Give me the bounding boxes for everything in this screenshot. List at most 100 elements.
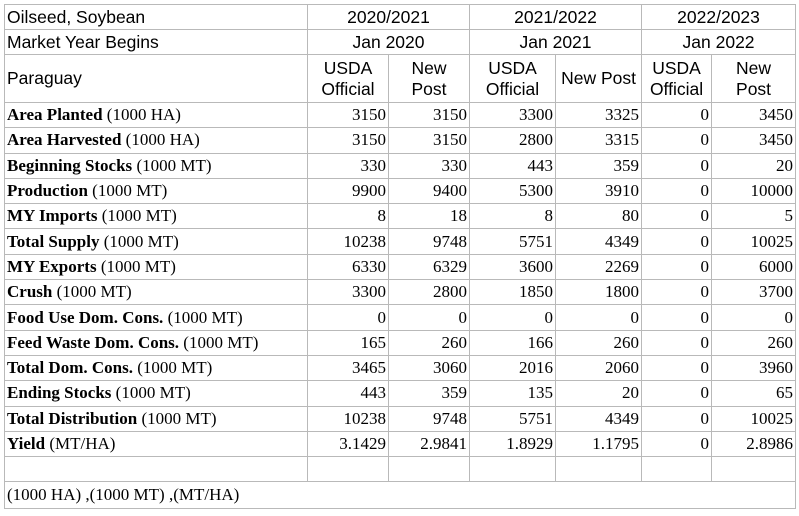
value-cell: 330	[307, 152, 389, 179]
country-label: Paraguay	[4, 54, 308, 103]
blank-cell	[711, 456, 797, 483]
row-label-name: Food Use Dom. Cons.	[7, 307, 164, 327]
row-label: Area Harvested (1000 HA)	[4, 127, 308, 154]
value-cell: 260	[555, 329, 643, 356]
value-cell: 3300	[307, 279, 389, 306]
row-label-unit: (1000 MT)	[137, 408, 217, 428]
row-label: Ending Stocks (1000 MT)	[4, 380, 308, 407]
row-label-unit: (1000 MT)	[132, 358, 213, 378]
col-usda-line2: Official	[321, 78, 375, 99]
col-new-post: New Post	[387, 54, 471, 103]
commodity-title: Oilseed, Soybean	[4, 4, 308, 30]
row-label-unit: (1000 MT)	[52, 282, 132, 302]
value-cell: 443	[307, 380, 389, 407]
value-cell: 6000	[711, 253, 797, 281]
value-cell: 6329	[387, 253, 471, 281]
value-cell: 1.8929	[469, 430, 557, 458]
value-cell: 10238	[307, 228, 389, 255]
col-usda-official: USDA Official	[469, 54, 557, 103]
value-cell: 0	[641, 228, 713, 255]
blank-cell	[555, 456, 643, 483]
value-cell: 3700	[711, 279, 797, 306]
value-cell: 2060	[555, 354, 643, 382]
value-cell: 9900	[307, 177, 389, 205]
row-label-unit: (MT/HA)	[45, 434, 116, 453]
value-cell: 80	[555, 203, 643, 230]
row-label: Yield (MT/HA)	[4, 430, 308, 458]
year-header-2020: 2020/2021	[306, 4, 471, 30]
row-label: Crush (1000 MT)	[4, 279, 308, 306]
col-usda-official: USDA Official	[307, 54, 389, 103]
value-cell: 5	[711, 203, 797, 230]
units-footnote: (1000 HA) ,(1000 MT) ,(MT/HA)	[3, 481, 797, 510]
value-cell: 2269	[555, 253, 643, 281]
value-cell: 2800	[469, 127, 557, 154]
row-label-name: Area Planted	[7, 105, 103, 125]
value-cell: 0	[641, 253, 713, 281]
blank-cell	[641, 456, 713, 483]
row-label: Beginning Stocks (1000 MT)	[4, 152, 308, 179]
blank-cell	[4, 456, 308, 483]
value-cell: 359	[387, 380, 471, 407]
value-cell: 3150	[307, 127, 389, 154]
value-cell: 0	[641, 127, 713, 154]
value-cell: 1850	[469, 279, 557, 306]
value-cell: 65	[711, 380, 797, 407]
row-label: MY Exports (1000 MT)	[4, 253, 308, 281]
col-new-line1: New	[736, 57, 772, 78]
row-label-unit: (1000 MT)	[99, 231, 179, 251]
value-cell: 9400	[387, 177, 471, 205]
blank-cell	[387, 456, 471, 483]
value-cell: 8	[469, 203, 557, 230]
value-cell: 135	[469, 380, 557, 407]
year-header-2021: 2021/2022	[469, 4, 643, 30]
table-row: Yield (MT/HA) 3.1429 2.9841 1.8929 1.1795 0 2.…	[4, 430, 797, 458]
value-cell: 4349	[555, 405, 643, 432]
value-cell: 3450	[711, 101, 797, 129]
col-new-line2: Post	[736, 78, 772, 99]
col-usda-line1: USDA	[323, 57, 373, 78]
row-label-unit: (1000 HA)	[102, 105, 181, 125]
row-label-name: Beginning Stocks	[7, 155, 133, 175]
row-label-name: MY Exports	[7, 256, 97, 276]
value-cell: 3150	[387, 101, 471, 129]
row-label-name: Total Dom. Cons.	[7, 358, 133, 378]
value-cell: 2016	[469, 354, 557, 382]
table-row: Crush (1000 MT) 3300 2800 1850 1800 0 3700	[4, 279, 797, 306]
value-cell: 3150	[387, 127, 471, 154]
row-label-unit: (1000 MT)	[96, 256, 176, 276]
row-label-name: Area Harvested	[7, 130, 122, 150]
table-row: Beginning Stocks (1000 MT) 330 330 443 359 0 2…	[4, 152, 797, 179]
value-cell: 260	[711, 329, 797, 356]
row-label-name: Yield	[7, 434, 46, 453]
col-new-post: New Post	[555, 54, 643, 103]
value-cell: 3315	[555, 127, 643, 154]
value-cell: 0	[641, 279, 713, 306]
value-cell: 2.8986	[711, 430, 797, 458]
value-cell: 6330	[307, 253, 389, 281]
value-cell: 0	[641, 177, 713, 205]
col-new-line1: New	[411, 57, 447, 78]
value-cell: 9748	[387, 405, 471, 432]
row-label-unit: (1000 MT)	[111, 383, 191, 403]
value-cell: 3325	[555, 101, 643, 129]
value-cell: 5751	[469, 405, 557, 432]
value-cell: 4349	[555, 228, 643, 255]
col-new-line2: Post	[411, 78, 447, 99]
table-row: MY Imports (1000 MT) 8 18 8 80 0 5	[4, 203, 797, 230]
table-row: Total Supply (1000 MT) 10238 9748 5751 4349 0…	[4, 228, 797, 255]
blank-cell	[469, 456, 557, 483]
table-row: Area Harvested (1000 HA) 3150 3150 2800 3315…	[4, 127, 797, 154]
value-cell: 5300	[469, 177, 557, 205]
value-cell: 1800	[555, 279, 643, 306]
value-cell: 10025	[711, 405, 797, 432]
table-row: Ending Stocks (1000 MT) 443 359 135 20 0 65	[4, 380, 797, 407]
table-row: Total Distribution (1000 MT) 10238 9748 575…	[4, 405, 797, 432]
value-cell: 0	[641, 354, 713, 382]
row-label-name: Feed Waste Dom. Cons.	[7, 332, 180, 352]
value-cell: 1.1795	[555, 430, 643, 458]
psd-table: Oilseed, Soybean 2020/2021 2021/2022 202…	[3, 4, 797, 510]
value-cell: 3150	[307, 101, 389, 129]
value-cell: 9748	[387, 228, 471, 255]
value-cell: 3960	[711, 354, 797, 382]
